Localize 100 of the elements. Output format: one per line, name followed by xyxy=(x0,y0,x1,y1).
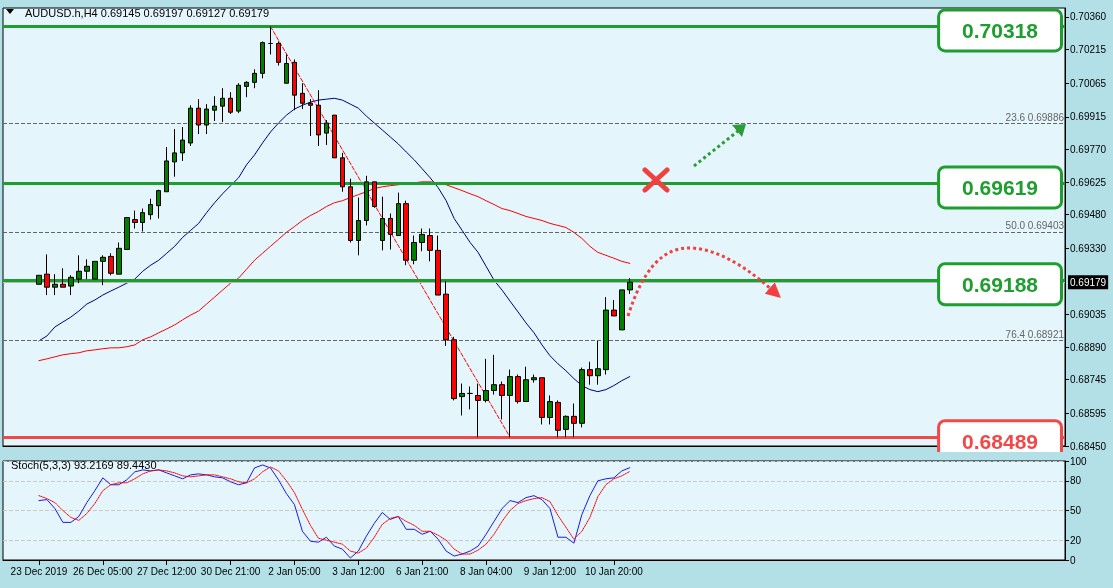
candlestick xyxy=(148,198,153,221)
y-tick-label: 0.69480 xyxy=(1070,209,1107,221)
candlestick xyxy=(459,383,465,416)
candlestick xyxy=(531,374,537,384)
y-tick-label: 0.69625 xyxy=(1070,176,1107,188)
candlestick xyxy=(388,213,393,250)
candlestick xyxy=(316,89,321,147)
candlestick xyxy=(44,253,50,296)
ref-line-label: 0.70318 xyxy=(962,19,1039,43)
candlestick xyxy=(132,210,138,230)
candlestick xyxy=(284,54,289,84)
chart-title: AUDUSD.h,H4 0.69145 0.69197 0.69127 0.69179 xyxy=(25,6,270,19)
candlestick xyxy=(68,274,74,296)
line-series xyxy=(38,181,631,362)
candlestick xyxy=(515,374,521,405)
candlestick xyxy=(196,98,201,135)
candlestick xyxy=(340,152,345,193)
candlestick xyxy=(84,258,90,280)
candlestick xyxy=(380,196,385,251)
candlestick xyxy=(188,104,193,147)
ref-line-label: 0.69179 xyxy=(1070,276,1107,288)
chart-title: Stoch(5,3,3) 93.2169 89.4430 xyxy=(11,458,157,471)
y-tick-label: 0.69035 xyxy=(1070,309,1107,321)
x-tick-label: 23 Dec 2019 xyxy=(10,565,68,577)
y-tick-label: 0.70215 xyxy=(1070,44,1107,56)
candlestick xyxy=(108,252,114,276)
candlestick xyxy=(587,361,593,386)
candlestick xyxy=(356,197,361,256)
ref-line-label: 0.68489 xyxy=(962,430,1038,454)
x-tick-label: 10 Jan 20:00 xyxy=(584,565,644,577)
candlestick xyxy=(76,254,82,284)
candlestick xyxy=(396,192,401,237)
candlestick xyxy=(603,296,609,376)
x-tick-label: 3 Jan 12:00 xyxy=(332,565,385,577)
candlestick xyxy=(276,40,281,66)
candlestick xyxy=(292,58,297,111)
candlestick xyxy=(507,369,513,438)
candlestick xyxy=(403,200,409,266)
candlestick xyxy=(332,114,337,159)
candlestick xyxy=(611,299,617,317)
ref-line-label: 0.69188 xyxy=(962,273,1039,297)
candlestick xyxy=(539,377,545,425)
candlestick xyxy=(547,394,553,425)
candlestick xyxy=(220,87,225,123)
y-tick-label: 100 xyxy=(1070,455,1088,467)
x-tick-label: 8 Jan 04:00 xyxy=(459,565,513,577)
candlestick xyxy=(571,403,577,438)
candlestick xyxy=(236,82,241,114)
candlestick xyxy=(164,146,169,193)
candlestick xyxy=(491,354,497,396)
y-tick-label: 20 xyxy=(1070,534,1082,546)
candlestick xyxy=(116,242,122,275)
candlestick xyxy=(499,381,505,420)
candlestick xyxy=(364,175,369,226)
y-tick-label: 0.68745 xyxy=(1070,374,1107,386)
candlestick xyxy=(595,340,601,386)
line-series xyxy=(38,97,631,393)
y-tick-label: 0.68890 xyxy=(1070,341,1107,353)
candlestick xyxy=(435,235,441,296)
x-tick-label: 9 Jan 12:00 xyxy=(523,565,577,577)
x-tick-label: 2 Jan 05:00 xyxy=(268,565,322,577)
candlestick xyxy=(268,25,273,55)
candlestick xyxy=(427,228,433,262)
candlestick xyxy=(100,254,106,286)
ref-line-label: 50.0 0.69403 xyxy=(1005,220,1065,232)
y-tick-label: 0 xyxy=(1070,554,1076,566)
x-tick-label: 6 Jan 21:00 xyxy=(396,565,449,577)
y-tick-label: 80 xyxy=(1070,475,1082,487)
candlestick xyxy=(324,119,329,146)
candlestick xyxy=(563,414,569,438)
candlestick xyxy=(300,82,305,110)
candlestick xyxy=(92,260,98,280)
y-tick-label: 0.69915 xyxy=(1070,111,1107,123)
candlestick xyxy=(627,277,633,295)
candlestick xyxy=(60,267,66,288)
candlestick xyxy=(260,40,265,79)
candlestick xyxy=(308,98,313,137)
ref-line-label: 0.69619 xyxy=(962,176,1038,200)
y-tick-label: 0.68595 xyxy=(1070,407,1107,419)
candlestick xyxy=(204,103,209,135)
x-tick-label: 27 Dec 12:00 xyxy=(136,565,197,577)
candlestick xyxy=(156,189,161,219)
y-tick-label: 0.68450 xyxy=(1070,440,1107,452)
candlestick xyxy=(228,91,233,115)
ref-line-label: 23.6 0.69886 xyxy=(1005,111,1065,123)
candlestick xyxy=(451,336,457,401)
candlestick xyxy=(443,280,449,347)
y-tick-label: 0.69330 xyxy=(1070,242,1107,254)
x-tick-label: 26 Dec 05:00 xyxy=(73,565,133,577)
x-tick-label: 30 Dec 21:00 xyxy=(200,565,261,577)
candlestick xyxy=(411,235,417,265)
y-tick-label: 0.69770 xyxy=(1070,144,1107,156)
candlestick xyxy=(172,128,177,178)
candlestick xyxy=(467,385,473,410)
candlestick xyxy=(555,399,561,438)
candlestick xyxy=(483,358,489,403)
candlestick xyxy=(36,274,42,285)
candlestick xyxy=(124,217,130,250)
y-tick-label: 50 xyxy=(1070,505,1082,516)
candlestick xyxy=(180,126,185,162)
